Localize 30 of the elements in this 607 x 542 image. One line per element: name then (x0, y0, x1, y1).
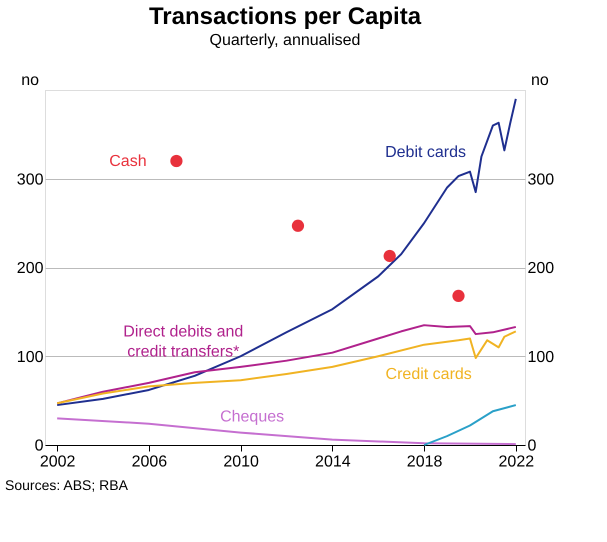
y2-tick-label: 300 (528, 171, 554, 188)
point (170, 154, 183, 168)
x-tick-label: 2014 (315, 454, 351, 470)
line-series (423, 404, 517, 446)
y-tick-label: 200 (16, 260, 44, 277)
series-label: Credit cards (386, 366, 472, 383)
x-tick-label: 2022 (498, 454, 534, 470)
y-tick-label: 0 (34, 438, 44, 454)
y2-tick-label: 0 (528, 438, 536, 454)
point (384, 250, 396, 262)
y2-axis-title: no (531, 72, 549, 89)
x-tick-label: 2006 (132, 454, 168, 470)
line-series (56, 98, 517, 406)
series-label: Direct debits and credit transfers* (123, 323, 244, 360)
y2-tick-label: 100 (528, 348, 554, 366)
source-note: Sources: ABS; RBA (5, 477, 129, 493)
y2-tick-label: 200 (528, 260, 554, 277)
x-tick-label: 2002 (40, 454, 76, 470)
x-tick-label: 2018 (406, 454, 442, 470)
y-tick-label: 300 (16, 171, 44, 188)
point (452, 290, 465, 302)
series-label: Debit cards (385, 144, 466, 162)
series-label: Cash (109, 153, 147, 170)
chart-subtitle: Quarterly, annualised (210, 32, 360, 49)
series-label: Cheques (220, 408, 284, 426)
y-axis-title: no (21, 72, 40, 89)
chart-title: Transactions per Capita (148, 3, 422, 30)
y-tick-label: 100 (16, 348, 44, 366)
x-tick-label: 2010 (223, 454, 260, 470)
point (292, 220, 304, 232)
